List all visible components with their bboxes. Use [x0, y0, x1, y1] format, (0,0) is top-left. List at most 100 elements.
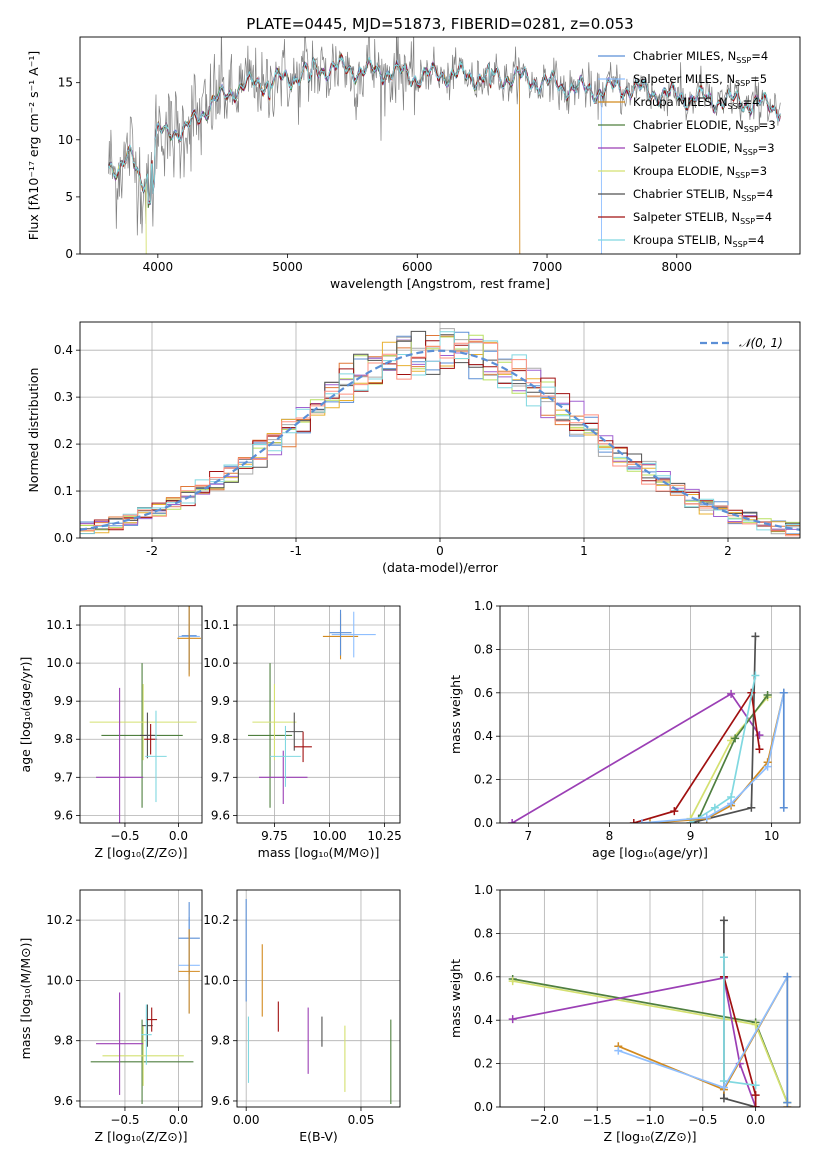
weight-marker: [719, 953, 728, 962]
y-tick-label: 10.0: [46, 973, 73, 987]
y-tick-label: 0.0: [54, 531, 73, 545]
x-tick-label: −2.0: [530, 1113, 559, 1127]
errorbar-point: [144, 724, 158, 755]
x-tick-label: 4000: [143, 260, 174, 274]
errorbar-point: [294, 731, 312, 763]
errorbar-point: [285, 712, 304, 751]
model-spectrum-line: [108, 55, 781, 205]
x-tick-label: −1.0: [635, 1113, 664, 1127]
mass-vs-EBV-grid: [237, 890, 400, 1107]
y-tick-label: 9.6: [211, 808, 230, 822]
y-tick-label: 9.6: [54, 808, 73, 822]
mass-vs-EBV-plot-area: [245, 899, 392, 1104]
errorbar-point: [141, 1004, 152, 1065]
weight-line: [690, 675, 757, 823]
residuals-ylabel: Normed distribution: [26, 368, 41, 493]
y-tick-label: 0.8: [474, 642, 493, 656]
age-vs-Z-panel: −0.5 0.0 9.6 9.7 9.8 9.9 10.0 10.1 Z [log₁₀(Z/Z⊙…: [18, 605, 203, 860]
y-tick-label: 15: [58, 76, 73, 90]
y-tick-label: 10.2: [46, 913, 73, 927]
x-tick-label: −1.5: [583, 1113, 612, 1127]
x-tick-label: −0.5: [110, 829, 139, 843]
x-tick-label: 6000: [402, 260, 433, 274]
legend-entry: Salpeter MILES, NSSP=5: [633, 72, 767, 88]
weight-marker: [719, 1094, 728, 1103]
y-tick-label: 0.6: [474, 970, 493, 984]
spectrum-plot-area: [108, 37, 781, 254]
y-tick-label: 0.2: [54, 437, 73, 451]
weight-marker: [751, 1081, 760, 1090]
legend-entry: Kroupa STELIB, NSSP=4: [633, 233, 764, 249]
weight-vs-Z-axes: −2.0 −1.5 −1.0 −0.5 0.0 0.0 0.2 0.4 0.6 0.8 1.0 Z […: [448, 883, 801, 1144]
age-vs-mass-frame: [236, 605, 401, 824]
mass-vs-EBV-panel: 0.00 0.05 9.6 9.8 10.0 10.2 E(B-V): [203, 889, 401, 1144]
weight-vs-Z-ylabel: mass weight: [448, 959, 463, 1038]
weight-marker: [755, 745, 764, 754]
weight-marker: [763, 690, 772, 699]
y-tick-label: 9.7: [54, 770, 73, 784]
weight-line: [512, 976, 757, 1107]
y-tick-label: 9.8: [54, 1034, 73, 1048]
weight-line: [641, 692, 785, 823]
weight-marker: [670, 807, 679, 816]
weight-marker: [727, 689, 736, 698]
weight-marker: [751, 671, 760, 680]
spectrum-axes: 4000 5000 6000 7000 8000 0 5 10 15 wavelength [An…: [26, 36, 801, 291]
weight-line: [690, 636, 757, 823]
legend-entry: Kroupa ELODIE, NSSP=3: [633, 164, 767, 180]
y-tick-label: 5: [65, 190, 73, 204]
x-tick-label: 0.00: [233, 1113, 260, 1127]
errorbar-point: [259, 750, 308, 804]
weight-vs-age-xlabel: age [log₁₀(age/yr)]: [592, 845, 708, 860]
residuals-frame: [79, 321, 801, 539]
errorbar-point: [331, 611, 376, 658]
weight-marker: [763, 762, 772, 771]
weight-marker: [710, 803, 719, 812]
weight-marker: [751, 632, 760, 641]
y-tick-label: 0.0: [474, 816, 493, 830]
normal-curve: [80, 349, 800, 531]
age-vs-Z-ylabel: age [log₁₀(age/yr)]: [18, 657, 33, 773]
weight-vs-age-ylabel: mass weight: [448, 675, 463, 754]
y-tick-label: 0.2: [474, 1057, 493, 1071]
weight-marker: [779, 803, 788, 812]
spectrum-ylabel: Flux [fλ10⁻¹⁷ erg cm⁻² s⁻¹ A⁻¹]: [26, 51, 41, 240]
weight-marker: [508, 819, 517, 823]
weight-marker: [719, 916, 728, 925]
weight-marker: [646, 819, 654, 823]
x-tick-label: 8: [606, 829, 614, 843]
y-tick-label: 10.0: [203, 973, 230, 987]
weight-marker: [747, 803, 756, 812]
y-tick-label: 0.4: [474, 1013, 493, 1027]
age-vs-Z-plot-area: [89, 606, 201, 823]
errorbar-point: [177, 606, 201, 677]
errorbar-point: [248, 663, 293, 808]
age-vs-Z-xlabel: Z [log₁₀(Z/Z⊙)]: [95, 845, 188, 860]
y-tick-label: 9.9: [54, 694, 73, 708]
age-vs-Z-axes: −0.5 0.0 9.6 9.7 9.8 9.9 10.0 10.1 Z [log₁₀(Z/Z⊙…: [18, 605, 203, 860]
x-tick-label: 7000: [532, 260, 563, 274]
y-tick-label: 10.1: [203, 618, 230, 632]
spectrum-frame: [79, 36, 801, 255]
age-vs-mass-panel: 9.75 10.00 10.25 9.6 9.7 9.8 9.9 10.0 10.1 mass […: [203, 605, 402, 860]
residual-histogram: [80, 341, 800, 538]
mass-vs-Z-panel: −0.5 0.0 9.6 9.8 10.0 10.2 Z [log₁₀(Z/Z⊙)] mass…: [18, 889, 203, 1144]
spectrum-legend: Chabrier MILES, NSSP=4 Salpeter MILES, NS…: [598, 49, 776, 249]
y-tick-label: 10.0: [46, 656, 73, 670]
x-tick-label: 1: [580, 544, 588, 558]
weight-vs-age-axes: 7 8 9 10 0.0 0.2 0.4 0.6 0.8 1.0 age [log₁₀(age/yr…: [448, 599, 801, 860]
weight-marker: [727, 799, 736, 808]
x-tick-label: 2: [724, 544, 732, 558]
x-tick-label: 10.00: [312, 829, 346, 843]
x-tick-label: 0.0: [169, 1113, 188, 1127]
x-tick-label: -1: [290, 544, 302, 558]
weight-marker: [779, 688, 788, 697]
y-tick-label: 9.9: [211, 694, 230, 708]
mass-vs-EBV-axes: 0.00 0.05 9.6 9.8 10.0 10.2 E(B-V): [203, 889, 401, 1144]
weight-marker: [751, 1091, 760, 1100]
y-tick-label: 0.2: [474, 773, 493, 787]
errorbar-point: [252, 684, 297, 761]
weight-line: [689, 696, 769, 820]
